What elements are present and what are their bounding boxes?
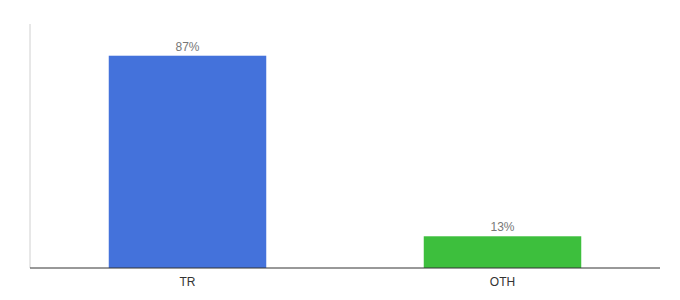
data-labels: 87% 13%: [175, 40, 514, 235]
x-axis-line: [30, 268, 660, 269]
bars: [109, 56, 582, 268]
y-axis-line: [30, 24, 31, 268]
data-label: 87%: [175, 40, 199, 54]
data-label: 13%: [490, 220, 514, 234]
chart-svg: 87% 13% TR OTH: [0, 0, 680, 300]
x-tick-label: OTH: [490, 275, 515, 289]
x-tick-labels: TR OTH: [180, 275, 516, 289]
bar: [424, 236, 582, 268]
page: {"chart_data": {"type": "bar", "categori…: [0, 0, 680, 300]
bar: [109, 56, 267, 268]
chart-container: 87% 13% TR OTH: [0, 0, 680, 300]
x-tick-label: TR: [180, 275, 196, 289]
